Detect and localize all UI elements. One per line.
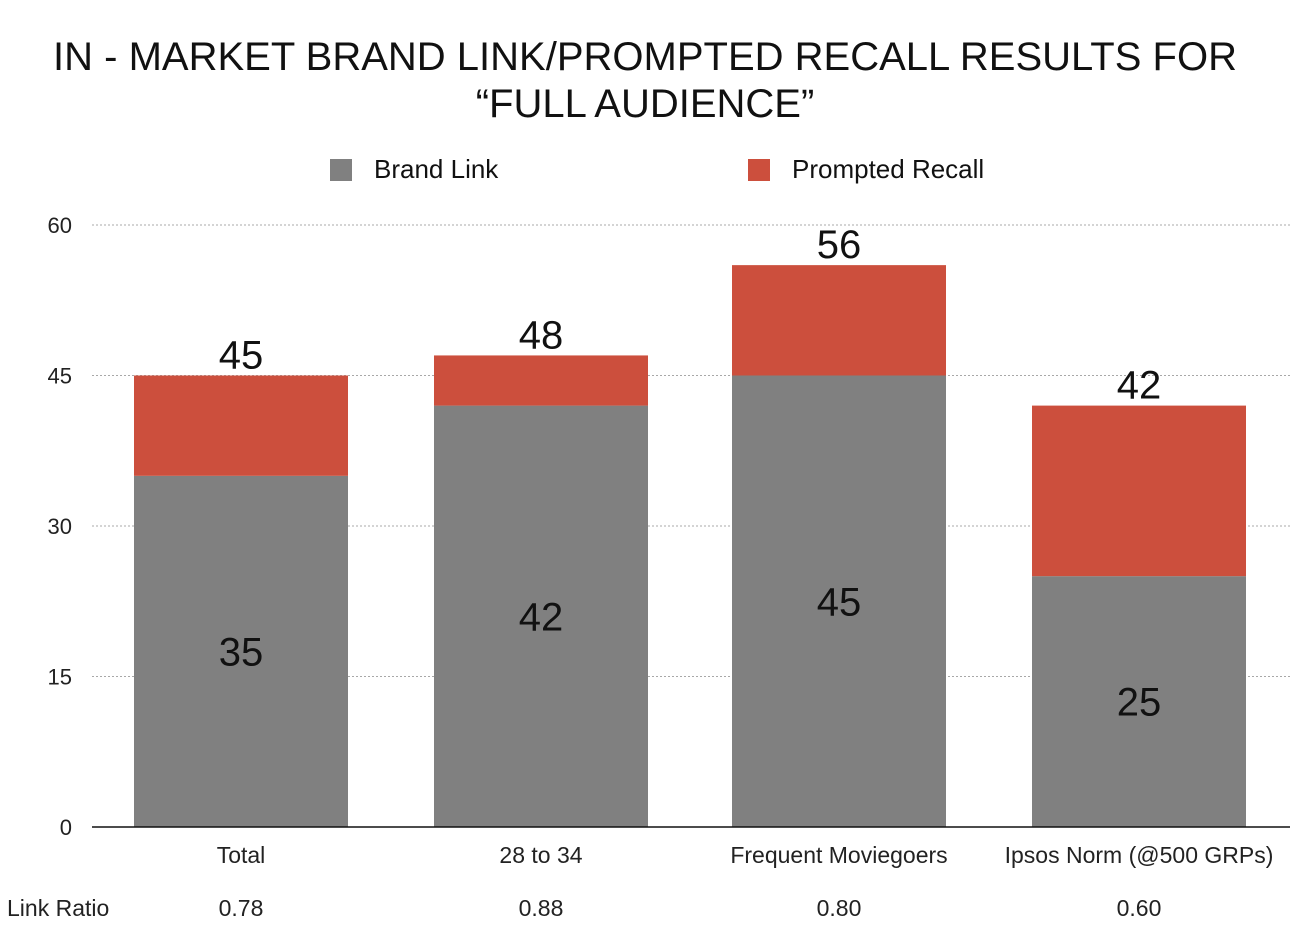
link-ratio-value: 0.88: [519, 895, 564, 921]
bar-segment-brand-link: [1032, 576, 1246, 827]
bar-value-label: 25: [1117, 681, 1162, 725]
bar-segment-prompted-recall: [1032, 405, 1246, 577]
y-tick-label: 15: [48, 665, 72, 690]
y-tick-label: 45: [48, 364, 72, 389]
bar-value-label: 45: [817, 580, 862, 624]
x-category-label: Ipsos Norm (@500 GRPs): [1005, 842, 1274, 868]
legend-label-prompted-recall: Prompted Recall: [792, 154, 985, 184]
link-ratio-value: 0.60: [1117, 895, 1162, 921]
legend-swatch-brand-link: [330, 158, 352, 181]
legend-item-brand-link: Brand Link: [330, 154, 498, 185]
bar-segment-brand-link: [732, 375, 946, 827]
bar-total-label: 56: [817, 223, 862, 267]
x-category-label: 28 to 34: [499, 842, 582, 868]
bar-value-label: 42: [519, 595, 564, 639]
link-ratio-value: 0.80: [817, 895, 862, 921]
bar-value-label: 35: [219, 630, 264, 674]
bar-segment-prompted-recall: [732, 265, 946, 376]
y-tick-label: 60: [48, 213, 72, 238]
chart-title: IN - MARKET BRAND LINK/PROMPTED RECALL R…: [53, 35, 1237, 126]
legend-item-prompted-recall: Prompted Recall: [748, 154, 984, 185]
legend-label-brand-link: Brand Link: [374, 154, 499, 184]
y-tick-label: 0: [60, 815, 72, 840]
bar-total-label: 42: [1117, 364, 1162, 408]
bar-segment-brand-link: [434, 405, 648, 827]
legend-swatch-prompted-recall: [748, 158, 770, 181]
link-ratio-value: 0.78: [219, 895, 264, 921]
bar-segment-prompted-recall: [434, 355, 648, 406]
bar-total-label: 48: [519, 313, 564, 357]
x-category-label: Frequent Moviegoers: [730, 842, 947, 868]
y-tick-label: 30: [48, 514, 72, 539]
link-ratio-label: Link Ratio: [7, 895, 109, 921]
bar-segment-brand-link: [134, 475, 348, 827]
bar-total-label: 45: [219, 334, 264, 378]
bar-segment-prompted-recall: [134, 375, 348, 476]
x-category-label: Total: [217, 842, 266, 868]
